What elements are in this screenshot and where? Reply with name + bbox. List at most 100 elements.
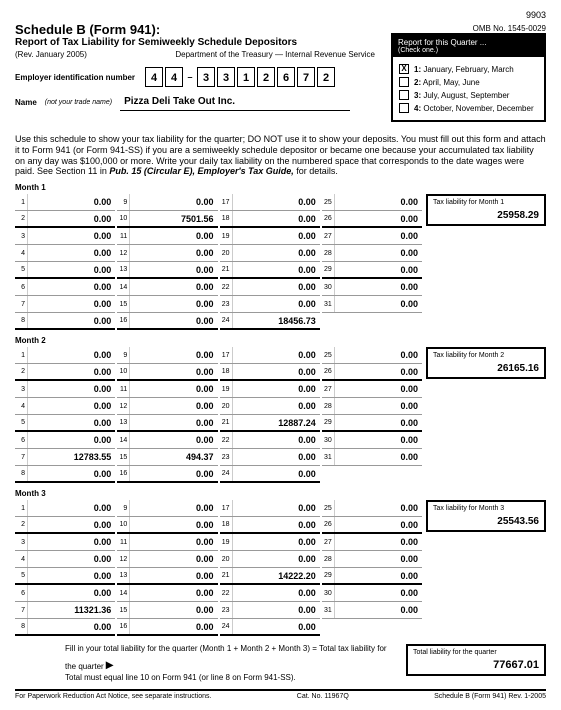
- day-value[interactable]: 0.00: [232, 194, 320, 210]
- day-value[interactable]: 0.00: [232, 381, 320, 397]
- ein-digit[interactable]: 2: [317, 67, 335, 87]
- quarter-checkbox[interactable]: [399, 90, 409, 100]
- ein-digit[interactable]: 7: [297, 67, 315, 87]
- day-value[interactable]: 0.00: [232, 500, 320, 516]
- day-value[interactable]: 0.00: [334, 228, 422, 244]
- day-value[interactable]: 12887.24: [232, 415, 320, 430]
- day-value[interactable]: 0.00: [129, 364, 217, 379]
- day-value[interactable]: 0.00: [27, 398, 115, 414]
- quarter-checkbox[interactable]: X: [399, 64, 409, 74]
- day-value[interactable]: 0.00: [232, 211, 320, 226]
- quarter-checkbox[interactable]: [399, 103, 409, 113]
- day-value[interactable]: 0.00: [232, 534, 320, 550]
- day-value[interactable]: 0.00: [27, 347, 115, 363]
- day-value[interactable]: 0.00: [334, 585, 422, 601]
- day-value[interactable]: 0.00: [27, 211, 115, 226]
- day-value[interactable]: 0.00: [232, 228, 320, 244]
- name-field[interactable]: Pizza Deli Take Out Inc.: [120, 93, 350, 111]
- day-value[interactable]: 0.00: [129, 347, 217, 363]
- ein-digit[interactable]: 4: [145, 67, 163, 87]
- day-value[interactable]: 0.00: [232, 296, 320, 312]
- day-value[interactable]: 0.00: [334, 500, 422, 516]
- day-value[interactable]: 0.00: [334, 364, 422, 379]
- day-value[interactable]: 0.00: [27, 500, 115, 516]
- ein-digit[interactable]: 3: [217, 67, 235, 87]
- ein-digit[interactable]: 2: [257, 67, 275, 87]
- day-value[interactable]: 0.00: [129, 228, 217, 244]
- day-value[interactable]: 0.00: [334, 517, 422, 532]
- day-value[interactable]: 0.00: [27, 517, 115, 532]
- day-value[interactable]: 0.00: [334, 194, 422, 210]
- day-value[interactable]: 0.00: [129, 279, 217, 295]
- day-value[interactable]: 0.00: [27, 364, 115, 379]
- day-value[interactable]: 0.00: [129, 398, 217, 414]
- day-value[interactable]: 0.00: [334, 415, 422, 430]
- day-value[interactable]: 0.00: [334, 568, 422, 583]
- day-value[interactable]: 11321.36: [27, 602, 115, 618]
- day-value[interactable]: 0.00: [27, 585, 115, 601]
- day-value[interactable]: 0.00: [129, 517, 217, 532]
- day-value[interactable]: 0.00: [27, 568, 115, 583]
- day-value[interactable]: 0.00: [129, 381, 217, 397]
- day-value[interactable]: 0.00: [129, 432, 217, 448]
- day-value[interactable]: 0.00: [232, 398, 320, 414]
- day-value[interactable]: 0.00: [334, 432, 422, 448]
- day-value[interactable]: 0.00: [27, 245, 115, 261]
- day-value[interactable]: 0.00: [129, 534, 217, 550]
- day-value[interactable]: 0.00: [232, 245, 320, 261]
- day-value[interactable]: 0.00: [334, 551, 422, 567]
- day-value[interactable]: 0.00: [232, 619, 320, 634]
- day-value[interactable]: 0.00: [27, 551, 115, 567]
- day-value[interactable]: 0.00: [129, 585, 217, 601]
- quarter-checkbox[interactable]: [399, 77, 409, 87]
- day-value[interactable]: 0.00: [334, 211, 422, 226]
- day-value[interactable]: 0.00: [129, 415, 217, 430]
- day-value[interactable]: 14222.20: [232, 568, 320, 583]
- day-value[interactable]: 0.00: [232, 279, 320, 295]
- ein-digit[interactable]: 6: [277, 67, 295, 87]
- day-value[interactable]: 0.00: [27, 228, 115, 244]
- day-value[interactable]: 12783.55: [27, 449, 115, 465]
- day-value[interactable]: 18456.73: [232, 313, 320, 328]
- day-value[interactable]: 0.00: [129, 551, 217, 567]
- ein-digit[interactable]: 1: [237, 67, 255, 87]
- day-value[interactable]: 0.00: [129, 602, 217, 618]
- day-value[interactable]: 0.00: [334, 398, 422, 414]
- day-value[interactable]: 0.00: [27, 619, 115, 634]
- day-value[interactable]: 0.00: [232, 449, 320, 465]
- day-value[interactable]: 494.37: [129, 449, 217, 465]
- day-value[interactable]: 0.00: [334, 381, 422, 397]
- day-value[interactable]: 0.00: [27, 381, 115, 397]
- day-value[interactable]: 0.00: [334, 449, 422, 465]
- day-value[interactable]: 0.00: [27, 432, 115, 448]
- day-value[interactable]: 0.00: [232, 602, 320, 618]
- day-value[interactable]: 0.00: [232, 347, 320, 363]
- day-value[interactable]: 0.00: [27, 279, 115, 295]
- day-value[interactable]: 0.00: [232, 432, 320, 448]
- day-value[interactable]: 0.00: [27, 262, 115, 277]
- day-value[interactable]: 0.00: [129, 245, 217, 261]
- day-value[interactable]: 0.00: [27, 415, 115, 430]
- day-value[interactable]: 7501.56: [129, 211, 217, 226]
- ein-digit[interactable]: 4: [165, 67, 183, 87]
- day-value[interactable]: 0.00: [334, 602, 422, 618]
- day-value[interactable]: 0.00: [334, 262, 422, 277]
- day-value[interactable]: 0.00: [232, 517, 320, 532]
- day-value[interactable]: 0.00: [334, 347, 422, 363]
- day-value[interactable]: 0.00: [129, 466, 217, 481]
- day-value[interactable]: 0.00: [27, 466, 115, 481]
- day-value[interactable]: 0.00: [334, 279, 422, 295]
- ein-digit[interactable]: 3: [197, 67, 215, 87]
- day-value[interactable]: 0.00: [27, 534, 115, 550]
- day-value[interactable]: 0.00: [27, 296, 115, 312]
- day-value[interactable]: 0.00: [27, 313, 115, 328]
- day-value[interactable]: 0.00: [129, 194, 217, 210]
- day-value[interactable]: 0.00: [129, 262, 217, 277]
- day-value[interactable]: 0.00: [232, 262, 320, 277]
- day-value[interactable]: 0.00: [129, 568, 217, 583]
- day-value[interactable]: 0.00: [232, 364, 320, 379]
- day-value[interactable]: 0.00: [334, 534, 422, 550]
- day-value[interactable]: 0.00: [334, 245, 422, 261]
- day-value[interactable]: 0.00: [129, 296, 217, 312]
- day-value[interactable]: 0.00: [129, 313, 217, 328]
